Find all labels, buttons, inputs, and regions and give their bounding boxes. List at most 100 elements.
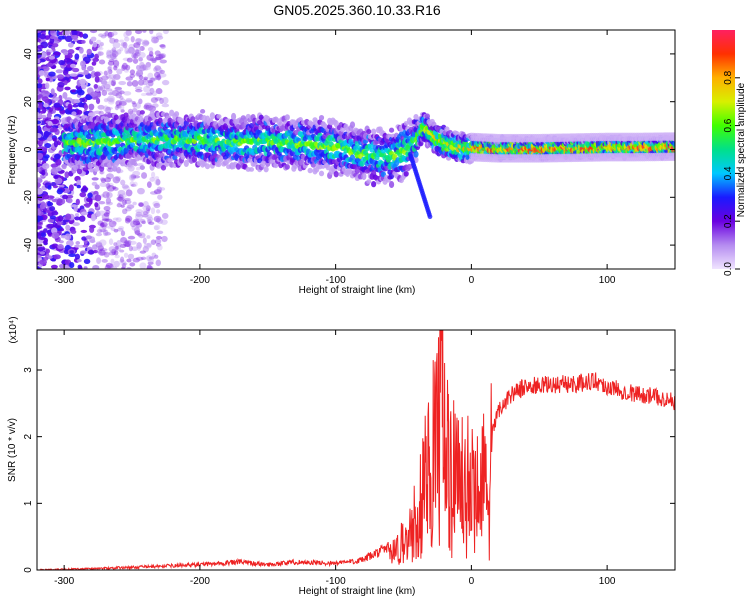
spectrogram-cell	[103, 251, 110, 258]
spectrogram-cell	[107, 60, 115, 66]
spectrogram-cell	[94, 194, 102, 202]
spectrogram-cell	[105, 183, 111, 189]
spectrogram-cell	[37, 225, 43, 230]
spectrogram-cell	[117, 195, 125, 202]
spectrogram-cell	[155, 75, 162, 80]
spectrogram-cell	[125, 30, 132, 36]
spectrogram-cell	[124, 36, 130, 42]
y-tick-label: 0	[23, 567, 34, 573]
spectrogram-cell	[74, 53, 80, 60]
spectrogram-cell	[155, 259, 162, 267]
spectrogram-cell	[116, 203, 122, 208]
spectrogram-cell	[135, 49, 142, 54]
spectrogram-cell	[37, 152, 44, 160]
spectrogram-cell	[141, 214, 149, 218]
spectrogram-cell	[125, 206, 132, 212]
colorbar-tick-label: 0.4	[723, 166, 734, 180]
spectrogram-cell	[106, 51, 112, 58]
spectrogram-cell	[108, 74, 117, 80]
spectrogram-cell	[147, 258, 154, 264]
x-tick-label: -300	[54, 576, 74, 587]
spectrogram-cell	[97, 104, 105, 110]
spectrogram-cell	[158, 52, 167, 59]
spectrogram-cell	[105, 218, 113, 223]
spectrogram-cell	[52, 40, 60, 44]
spectrogram-cell	[90, 30, 98, 34]
spectrogram-cell	[71, 34, 79, 40]
spectrogram-cell	[70, 229, 77, 234]
snr-y-axis-label: SNR (10 * v/v)	[7, 418, 18, 482]
spectrogram-cell	[37, 38, 41, 43]
spectrogram-cell	[155, 209, 161, 214]
spectrogram-cell	[153, 202, 161, 209]
spectrogram-cell	[106, 173, 114, 180]
spectrogram-cell	[89, 239, 96, 244]
spectrogram-cell	[138, 79, 145, 86]
spectrogram-cell	[204, 163, 211, 170]
spectrogram-cell	[91, 244, 98, 250]
spectrogram-cell	[106, 166, 112, 172]
spectrogram-cell	[94, 184, 100, 190]
spectrogram-cell	[103, 98, 109, 103]
spectrogram-cell	[136, 69, 144, 77]
y-tick-label: 2	[23, 433, 34, 439]
spectrogram-cell	[49, 35, 57, 40]
spectrogram-cell	[132, 107, 138, 113]
spectrogram-cell	[159, 187, 166, 191]
spectrogram-cell	[125, 50, 131, 54]
spectrogram-cell	[43, 103, 49, 108]
spectrogram-cell	[146, 181, 152, 188]
spectrogram-cell	[143, 104, 150, 110]
spectrogram-cell	[284, 164, 290, 170]
spectrogram-cell	[109, 37, 116, 44]
spectrogram-cell	[85, 94, 93, 101]
spectrogram-cell	[47, 201, 54, 207]
spectrogram-cell	[37, 221, 43, 225]
spectrogram-cell	[96, 257, 101, 265]
spectrogram-cell	[137, 187, 145, 195]
spectrogram-cell	[125, 97, 133, 103]
spectrogram-cell	[116, 196, 124, 201]
spectrogram-cell	[115, 217, 122, 223]
spectrogram-cell	[103, 70, 108, 76]
spectrogram-cell	[37, 208, 41, 216]
y-tick-label: -40	[23, 237, 34, 252]
spectrogram-cell	[58, 59, 66, 66]
spectrogram-cell	[129, 73, 136, 78]
spectrogram-cell	[117, 193, 122, 197]
y-tick-label: 40	[23, 48, 34, 60]
spectrogram-cell	[148, 256, 155, 260]
spectrogram-cell	[361, 172, 367, 181]
spectrogram-cell	[37, 88, 40, 95]
colorbar: 0.00.20.40.60.8 Normalized spectral ampl…	[712, 30, 747, 276]
colorbar-gradient	[712, 30, 735, 269]
spectrogram-cell	[48, 107, 53, 112]
spectrogram-cell	[83, 266, 88, 269]
spectrogram-cell	[108, 246, 117, 253]
spectrogram-cell	[136, 65, 141, 71]
spectrogram-cell	[108, 97, 115, 103]
spectrogram-cell	[66, 197, 73, 204]
spectrogram-cell	[130, 183, 137, 187]
spectrogram-cell	[98, 59, 106, 65]
spectrogram-cell	[76, 74, 84, 78]
spectrogram-cell	[98, 200, 106, 205]
spectrogram-cell	[49, 215, 57, 220]
spectrogram-cell	[102, 229, 109, 237]
spectrogram-cell	[125, 215, 133, 222]
spectrogram-cell	[123, 241, 131, 247]
spectrogram-cell	[135, 256, 144, 261]
spectrogram-cell	[93, 166, 100, 172]
spectrogram-cell	[135, 213, 143, 221]
spectrogram-cell	[153, 189, 162, 195]
spectrogram-cell	[120, 230, 126, 237]
spectrogram-cell	[145, 92, 153, 96]
spectrogram-cell	[159, 69, 165, 74]
spectrogram-cell	[72, 164, 79, 171]
spectrogram-cell	[124, 199, 132, 205]
spectrogram-cell	[50, 88, 55, 95]
spectrogram-cell	[49, 127, 58, 133]
spectrogram-cell	[108, 251, 116, 256]
spectrogram-cell	[46, 112, 52, 119]
spectrogram-cell	[200, 109, 206, 114]
